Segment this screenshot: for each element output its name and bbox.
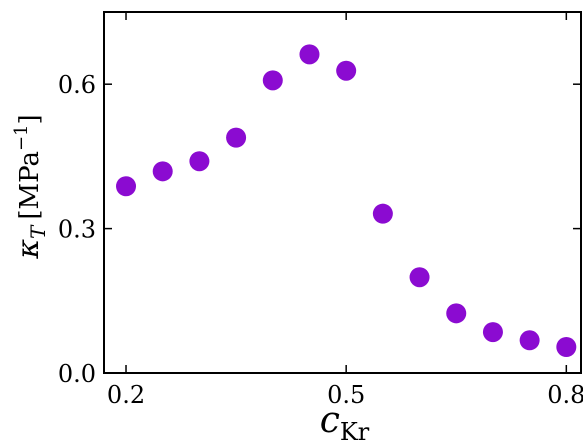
data-point [299, 44, 320, 65]
data-point [152, 161, 173, 182]
data-point [556, 337, 577, 358]
y-axis-label-main: κ [11, 239, 46, 260]
x-tick-label: 0.2 [107, 381, 145, 409]
x-axis-label-sub: Kr [340, 418, 370, 444]
x-tick-label: 0.5 [327, 381, 365, 409]
data-point [226, 127, 247, 148]
plot-frame [103, 11, 582, 374]
data-point [409, 267, 430, 288]
y-tick-label: 0.3 [58, 216, 96, 244]
y-tick-label: 0.0 [58, 360, 96, 388]
x-tick-label: 0.8 [547, 381, 583, 409]
data-point [336, 60, 357, 81]
data-points [116, 44, 577, 358]
y-axis-label-exp: −1 [11, 124, 32, 151]
data-point [519, 330, 540, 351]
y-tick-label: 0.6 [58, 71, 96, 99]
data-point [482, 322, 503, 343]
data-point [262, 70, 283, 91]
data-point [372, 203, 393, 224]
data-point [189, 151, 210, 172]
data-point [116, 176, 137, 197]
axis-ticks [104, 12, 581, 374]
y-axis-label-sub: T [26, 224, 50, 239]
x-axis-label-main: c [320, 400, 340, 441]
data-point [446, 303, 467, 324]
tick-labels: 0.2 0.5 0.8 0.0 0.3 0.6 [58, 71, 583, 409]
y-axis-label-unit-open: [MPa [15, 151, 45, 220]
y-axis-label-unit-close: ] [15, 114, 45, 124]
y-axis-label: κT [MPa−1] [11, 114, 50, 259]
x-axis-label: cKr [320, 400, 370, 444]
